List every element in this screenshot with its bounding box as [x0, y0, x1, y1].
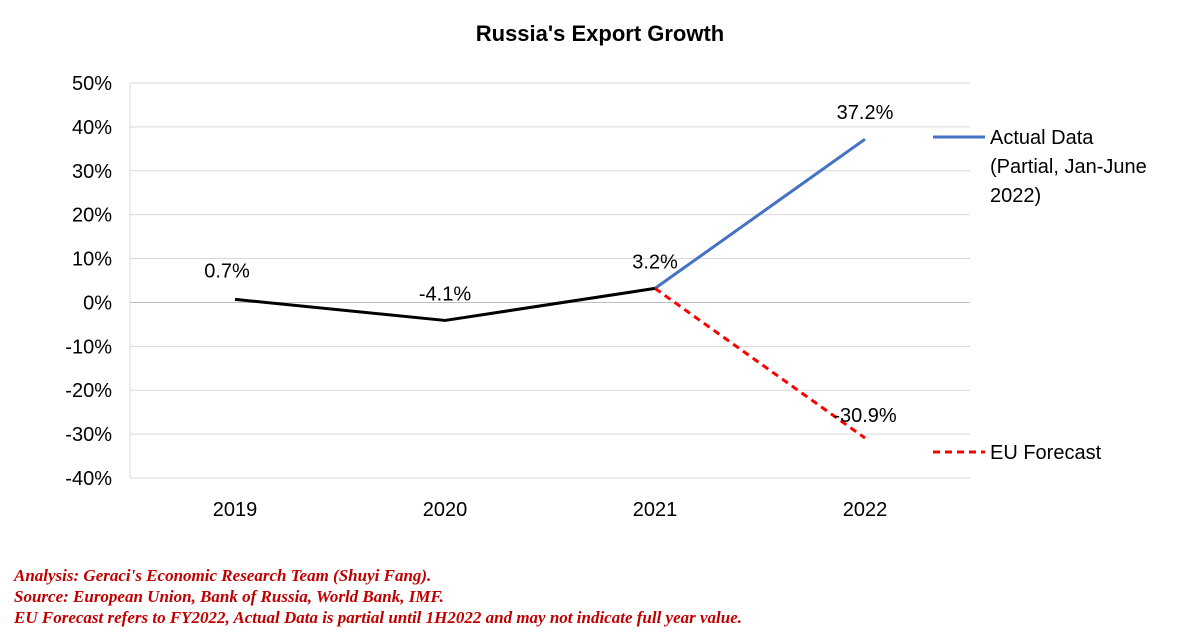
y-tick-label: -30% [65, 424, 112, 446]
export-growth-chart: Russia's Export Growth 50% 40% 30% 20% 10% 0%… [65, 21, 1147, 521]
analysis-note: Analysis: Geraci's Economic Research Tea… [14, 566, 432, 585]
data-label: -30.9% [833, 405, 897, 427]
data-label: 0.7% [204, 260, 250, 282]
x-tick-label: 2022 [843, 499, 888, 521]
series-lines [234, 137, 866, 440]
chart-title: Russia's Export Growth [476, 21, 725, 46]
legend-label: Actual Data [990, 127, 1094, 149]
y-tick-label: -10% [65, 336, 112, 358]
y-tick-label: 0% [83, 292, 112, 314]
legend-label: (Partial, Jan-June [990, 156, 1147, 178]
series-line-0 [234, 286, 656, 322]
y-tick-label: 50% [72, 73, 112, 95]
data-label: -4.1% [419, 283, 471, 305]
y-tick-label: -40% [65, 468, 112, 490]
axes: 50% 40% 30% 20% 10% 0% -10% -20% -30% -40% 2019 202… [65, 73, 887, 521]
disclaimer-note: EU Forecast refers to FY2022, Actual Dat… [14, 608, 743, 627]
y-tick-label: 40% [72, 117, 112, 139]
data-label: 3.2% [632, 251, 678, 273]
legend-label: EU Forecast [990, 442, 1102, 464]
chart-notes: Analysis: Geraci's Economic Research Tea… [14, 565, 742, 628]
series-line-1 [654, 137, 866, 290]
x-tick-label: 2019 [213, 499, 258, 521]
y-tick-label: 30% [72, 161, 112, 183]
legend: Actual Data (Partial, Jan-June 2022) EU For… [933, 127, 1147, 464]
y-tick-label: 20% [72, 205, 112, 227]
series-line-2 [654, 287, 866, 440]
legend-label: 2022) [990, 185, 1041, 207]
source-note: Source: European Union, Bank of Russia, … [14, 587, 444, 606]
y-tick-label: 10% [72, 249, 112, 271]
data-labels: 0.7% -4.1% 3.2% 37.2% -30.9% [204, 102, 897, 427]
y-tick-label: -20% [65, 380, 112, 402]
x-tick-label: 2020 [423, 499, 468, 521]
data-label: 37.2% [837, 102, 894, 124]
x-tick-label: 2021 [633, 499, 678, 521]
